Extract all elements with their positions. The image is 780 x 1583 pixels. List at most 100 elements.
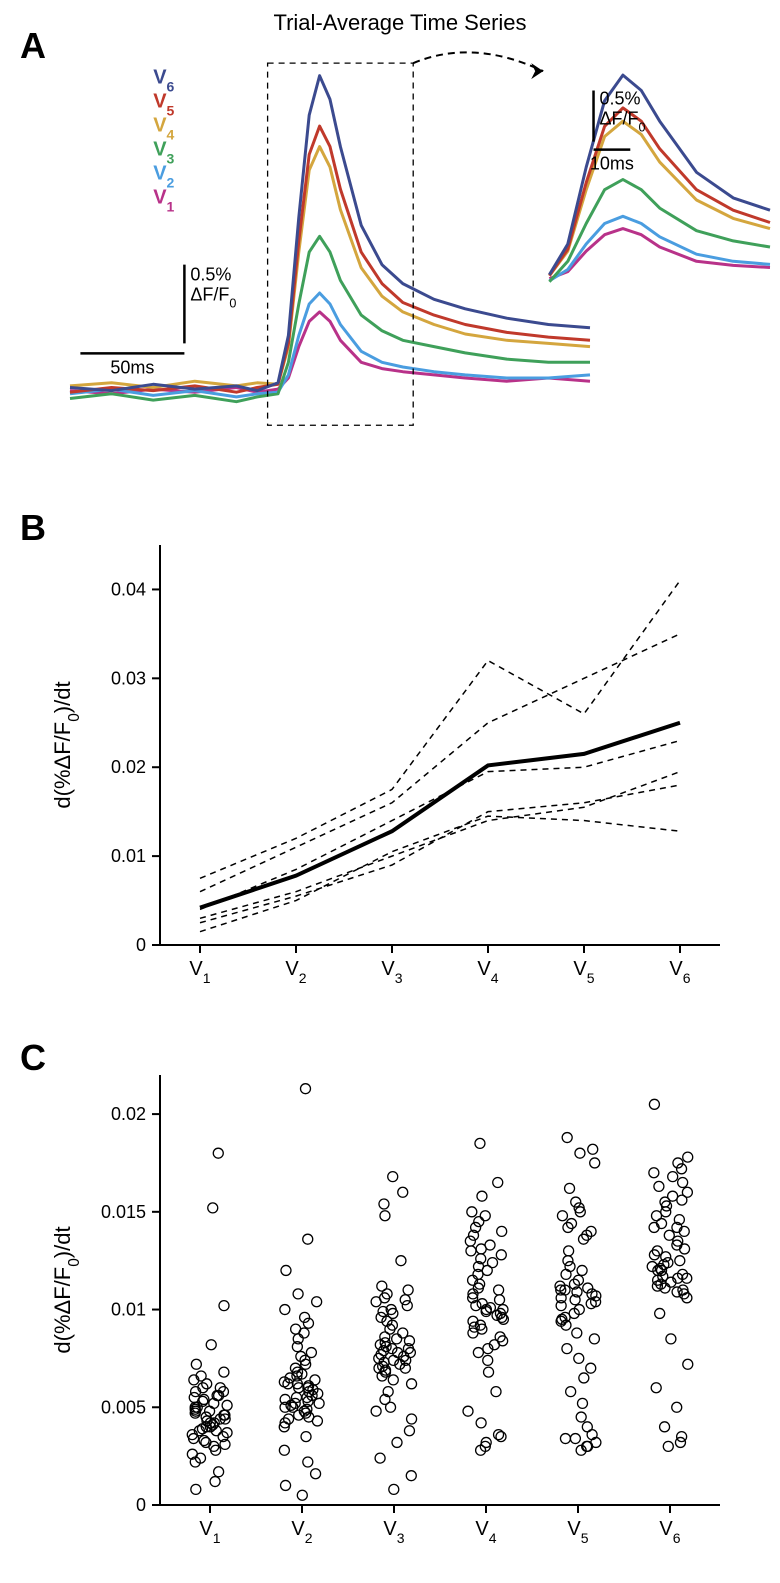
pt-V3-1 bbox=[398, 1187, 408, 1197]
inset-series-V6 bbox=[549, 75, 770, 275]
pt-V4-2 bbox=[477, 1191, 487, 1201]
pt-V2-53 bbox=[311, 1469, 321, 1479]
pt-V4-3 bbox=[467, 1207, 477, 1217]
panel-A: V6V5V4V3V2V10.5%ΔF/F050ms0.5%ΔF/F010ms bbox=[70, 52, 770, 425]
pt-V5-3 bbox=[590, 1158, 600, 1168]
pt-V3-4 bbox=[396, 1256, 406, 1266]
pt-V1-1 bbox=[208, 1203, 218, 1213]
zoom-arrowhead bbox=[531, 63, 543, 79]
pt-V1-23 bbox=[205, 1406, 215, 1416]
pt-V2-52 bbox=[303, 1457, 313, 1467]
pt-V2-55 bbox=[297, 1490, 307, 1500]
pt-V4-12 bbox=[466, 1246, 476, 1256]
xtick-B-0: V1 bbox=[189, 958, 210, 986]
indiv-B-0 bbox=[200, 581, 680, 879]
pt-V6-48 bbox=[666, 1334, 676, 1344]
pt-V3-53 bbox=[375, 1453, 385, 1463]
pt-V2-24 bbox=[283, 1379, 293, 1389]
pt-V6-50 bbox=[651, 1383, 661, 1393]
pt-V3-10 bbox=[371, 1297, 381, 1307]
scalebar-inset-y2: ΔF/F0 bbox=[600, 108, 646, 134]
pt-V5-43 bbox=[566, 1387, 576, 1397]
figure-svg: Trial-Average Time SeriesAV6V5V4V3V2V10.… bbox=[0, 0, 780, 1583]
pt-V5-4 bbox=[565, 1183, 575, 1193]
pt-V4-4 bbox=[480, 1211, 490, 1221]
xtick-B-5: V6 bbox=[669, 958, 690, 986]
pt-V6-5 bbox=[668, 1172, 678, 1182]
pt-V6-3 bbox=[677, 1164, 687, 1174]
pt-V2-40 bbox=[280, 1402, 290, 1412]
indiv-B-4 bbox=[200, 785, 680, 923]
pt-V5-42 bbox=[579, 1373, 589, 1383]
pt-V5-32 bbox=[556, 1301, 566, 1311]
pt-V1-4 bbox=[191, 1359, 201, 1369]
scalebar-A-y1: 0.5% bbox=[190, 265, 231, 285]
pt-V5-39 bbox=[589, 1334, 599, 1344]
pt-V1-5 bbox=[219, 1367, 229, 1377]
panel-label-C: C bbox=[20, 1037, 46, 1078]
pt-V5-1 bbox=[588, 1144, 598, 1154]
pt-V5-0 bbox=[562, 1133, 572, 1143]
pt-V1-2 bbox=[219, 1301, 229, 1311]
pt-V3-45 bbox=[407, 1379, 417, 1389]
xtick-B-4: V5 bbox=[573, 958, 594, 986]
pt-V4-50 bbox=[476, 1418, 486, 1428]
pt-V2-37 bbox=[314, 1398, 324, 1408]
pt-V4-18 bbox=[473, 1269, 483, 1279]
pt-V3-9 bbox=[400, 1295, 410, 1305]
pt-V4-0 bbox=[475, 1138, 485, 1148]
pt-V5-40 bbox=[562, 1344, 572, 1354]
ylabel-B: d(%ΔF/F0)/dt bbox=[50, 681, 83, 808]
pt-V6-6 bbox=[678, 1178, 688, 1188]
xtick-B-3: V4 bbox=[477, 958, 498, 986]
panel-B: 00.010.020.030.04V1V2V3V4V5V6d(%ΔF/F0)/d… bbox=[50, 545, 720, 986]
zoom-arrow bbox=[413, 52, 543, 71]
pt-V6-55 bbox=[663, 1441, 673, 1451]
pt-V5-55 bbox=[572, 1328, 582, 1338]
pt-V4-40 bbox=[468, 1328, 478, 1338]
pt-V3-0 bbox=[388, 1172, 398, 1182]
xtick-B-2: V3 bbox=[381, 958, 402, 986]
pt-V3-51 bbox=[404, 1426, 414, 1436]
pt-V3-49 bbox=[371, 1406, 381, 1416]
pt-V6-1 bbox=[683, 1152, 693, 1162]
indiv-B-3 bbox=[200, 772, 680, 919]
pt-V4-54 bbox=[496, 1432, 506, 1442]
indiv-B-1 bbox=[200, 634, 680, 892]
panel-label-B: B bbox=[20, 507, 46, 548]
ytick-C-0: 0 bbox=[136, 1495, 146, 1515]
pt-V4-17 bbox=[482, 1265, 492, 1275]
pt-V4-9 bbox=[465, 1236, 475, 1246]
scalebar-A bbox=[80, 265, 184, 354]
pt-V1-53 bbox=[210, 1477, 220, 1487]
pt-V3-50 bbox=[407, 1414, 417, 1424]
axes-C bbox=[160, 1075, 720, 1505]
pt-V5-52 bbox=[570, 1434, 580, 1444]
panel-label-A: A bbox=[20, 25, 46, 66]
pt-V4-1 bbox=[493, 1178, 503, 1188]
series-V6 bbox=[70, 76, 590, 391]
pt-V3-2 bbox=[379, 1199, 389, 1209]
pt-V3-21 bbox=[392, 1334, 402, 1344]
pt-V3-11 bbox=[402, 1301, 412, 1311]
pt-V5-16 bbox=[565, 1262, 575, 1272]
ytick-B-3: 0.03 bbox=[111, 668, 146, 688]
pt-V6-27 bbox=[675, 1256, 685, 1266]
pt-V6-47 bbox=[655, 1308, 665, 1318]
scalebar-A-y2: ΔF/F0 bbox=[190, 285, 236, 311]
pt-V5-5 bbox=[571, 1197, 581, 1207]
pt-V2-1 bbox=[303, 1234, 313, 1244]
pt-V2-9 bbox=[299, 1328, 309, 1338]
panel-C: 00.0050.010.0150.02V1V2V3V4V5V6d(%ΔF/F0)… bbox=[50, 1075, 720, 1546]
pt-V6-2 bbox=[673, 1158, 683, 1168]
pt-V5-44 bbox=[577, 1398, 587, 1408]
pt-V1-54 bbox=[191, 1484, 201, 1494]
ytick-B-1: 0.01 bbox=[111, 846, 146, 866]
pt-V6-49 bbox=[683, 1359, 693, 1369]
pt-V2-3 bbox=[293, 1289, 303, 1299]
ylabel-C: d(%ΔF/F0)/dt bbox=[50, 1226, 83, 1353]
pt-V5-17 bbox=[577, 1265, 587, 1275]
pt-V2-0 bbox=[300, 1084, 310, 1094]
ytick-C-3: 0.015 bbox=[101, 1202, 146, 1222]
pt-V3-55 bbox=[389, 1484, 399, 1494]
